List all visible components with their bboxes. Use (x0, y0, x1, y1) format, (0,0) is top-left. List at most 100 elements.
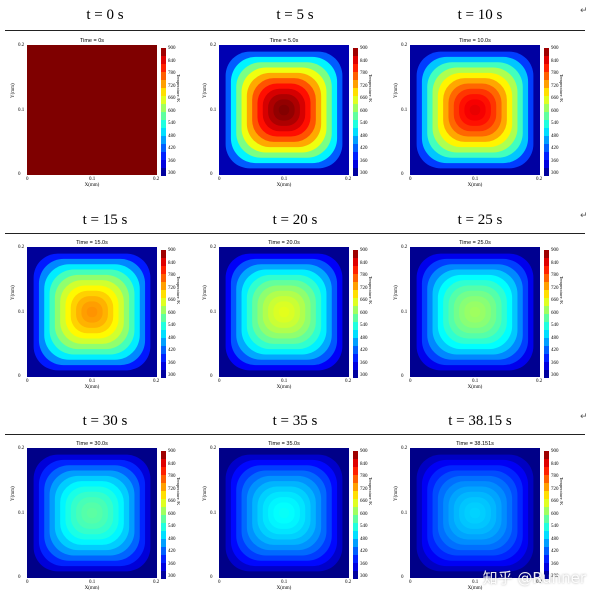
colorbar-tick-label: 480 (168, 133, 176, 139)
colorbar-segment (161, 338, 166, 347)
x-tick-label: 0 (26, 177, 29, 182)
x-tick-label: 0 (26, 379, 29, 384)
colorbar-segment (544, 136, 549, 145)
y-tick-label: 0.1 (18, 108, 25, 113)
colorbar-segment (161, 80, 166, 89)
colorbar-segment (353, 250, 358, 259)
colorbar-segment (353, 120, 358, 129)
colorbar-segment (353, 152, 358, 161)
colorbar-segment (353, 475, 358, 484)
y-axis-label: Y(mm) (11, 285, 16, 300)
colorbar-segment (544, 555, 549, 564)
colorbar-segment (353, 168, 358, 176)
x-axis-label: X(mm) (276, 183, 292, 188)
colorbar-segment (544, 80, 549, 89)
colorbar-segment (161, 112, 166, 121)
colorbar-segment (353, 563, 358, 572)
colorbar-tick-label: 540 (360, 524, 368, 529)
colorbar-tick-label: 720 (360, 83, 368, 89)
colorbar-tick-label: 780 (551, 474, 559, 479)
y-axis-label: Y(mm) (203, 83, 208, 98)
colorbar-label: Temperature /K (176, 74, 181, 103)
x-axis-label: X(mm) (467, 385, 483, 390)
colorbar-segment (161, 144, 166, 153)
colorbar-segment (161, 96, 166, 105)
colorbar-tick-label: 300 (168, 171, 176, 176)
colorbar-segment (161, 555, 166, 564)
x-tick-label: 0.1 (472, 580, 479, 585)
y-tick-label: 0.2 (401, 245, 408, 250)
return-mark-3: ↵ (580, 412, 588, 422)
colorbar-tick-label: 480 (168, 536, 176, 542)
x-tick-label: 0.1 (89, 379, 96, 384)
x-tick-label: 0.1 (281, 580, 288, 585)
row-title-t35: t = 35 s (272, 413, 318, 429)
colorbar-segment (353, 128, 358, 137)
colorbar-tick-label: 900 (168, 46, 176, 51)
colorbar-segment (161, 523, 166, 532)
heatmap-plot (410, 45, 540, 175)
colorbar-tick-label: 600 (551, 511, 559, 517)
colorbar-segment (161, 362, 166, 371)
colorbar-segment (353, 136, 358, 145)
colorbar-tick-label: 780 (168, 273, 176, 278)
row-title-t5: t = 5 s (276, 7, 314, 23)
colorbar-segment (161, 160, 166, 169)
colorbar-segment (544, 128, 549, 137)
colorbar-segment (353, 56, 358, 65)
heatmap-plot (27, 448, 157, 578)
colorbar-tick-label: 480 (360, 335, 368, 341)
colorbar-segment (161, 298, 166, 307)
colorbar-tick-label: 720 (551, 486, 559, 492)
colorbar-tick-label: 420 (360, 549, 368, 554)
colorbar-segment (544, 250, 549, 259)
heatmap-panel-8: Time = 38.151s 0.2 0.1 0 0 0.1 0.2 Y(mm) X(mm) 90… (388, 441, 564, 601)
colorbar-tick-label: 720 (360, 285, 368, 291)
colorbar-segment (544, 266, 549, 275)
colorbar-segment (161, 88, 166, 97)
x-tick-label: 0.2 (345, 580, 352, 585)
colorbar-tick-label: 300 (360, 373, 368, 378)
colorbar-segment (161, 72, 166, 81)
colorbar-segment (161, 120, 166, 129)
colorbar-tick-label: 600 (551, 310, 559, 316)
colorbar-tick-label: 840 (168, 260, 176, 266)
x-axis-label: X(mm) (467, 183, 483, 188)
y-tick-label: 0.1 (18, 511, 25, 516)
colorbar-tick-label: 600 (168, 310, 176, 316)
colorbar (161, 451, 166, 579)
colorbar-segment (353, 306, 358, 315)
colorbar-segment (353, 48, 358, 57)
colorbar-segment (544, 88, 549, 97)
heatmap-plot (219, 247, 349, 377)
colorbar-segment (544, 338, 549, 347)
colorbar-tick-label: 480 (551, 133, 559, 139)
colorbar-segment (544, 96, 549, 105)
colorbar-segment (544, 274, 549, 283)
colorbar-segment (353, 290, 358, 299)
colorbar-segment (353, 483, 358, 492)
colorbar-segment (353, 459, 358, 468)
y-axis-label: Y(mm) (203, 486, 208, 501)
colorbar-segment (161, 370, 166, 378)
y-tick-label: 0.2 (18, 446, 25, 451)
colorbar-tick-label: 780 (551, 273, 559, 278)
colorbar-segment (161, 483, 166, 492)
colorbar-segment (161, 571, 166, 579)
colorbar-tick-label: 660 (551, 96, 559, 101)
colorbar-tick-label: 420 (360, 348, 368, 353)
colorbar-segment (544, 459, 549, 468)
colorbar-tick-label: 300 (168, 574, 176, 579)
x-axis-label: X(mm) (467, 586, 483, 591)
colorbar-segment (161, 56, 166, 65)
colorbar-label: Temperature /K (368, 477, 373, 506)
colorbar-segment (161, 128, 166, 137)
y-tick-label: 0.1 (401, 310, 408, 315)
colorbar-tick-label: 840 (360, 58, 368, 64)
heatmap-panel-5: Time = 25.0s 0.2 0.1 0 0 0.1 0.2 Y(mm) X(mm) 900 8… (388, 240, 564, 400)
colorbar-tick-label: 540 (551, 323, 559, 328)
row-title-t25: t = 25 s (457, 212, 503, 228)
colorbar-tick-label: 540 (168, 121, 176, 126)
colorbar-segment (353, 346, 358, 355)
y-axis-label: Y(mm) (203, 285, 208, 300)
